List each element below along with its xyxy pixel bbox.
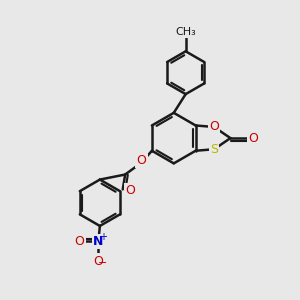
- Text: O: O: [248, 132, 258, 145]
- Text: O: O: [75, 235, 85, 248]
- Text: N: N: [93, 235, 103, 248]
- Text: CH₃: CH₃: [175, 27, 196, 37]
- Text: O: O: [136, 154, 146, 167]
- Text: S: S: [210, 143, 218, 156]
- Text: O: O: [125, 184, 135, 197]
- Text: O: O: [209, 121, 219, 134]
- Text: +: +: [100, 232, 107, 242]
- Text: −: −: [98, 258, 107, 268]
- Text: O: O: [94, 254, 103, 268]
